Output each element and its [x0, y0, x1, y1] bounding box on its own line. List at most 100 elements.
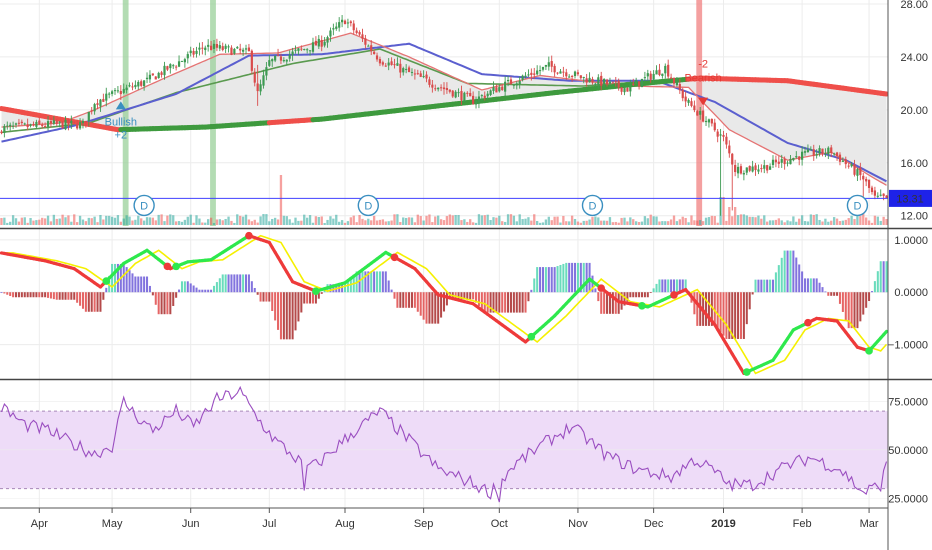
candle-body-297 — [865, 178, 868, 182]
volume-bar-134 — [390, 220, 393, 225]
volume-bar-38 — [110, 216, 114, 225]
volume-bar-136 — [396, 214, 399, 225]
candle-body-116 — [338, 22, 341, 28]
osc-hist-132 — [384, 271, 387, 293]
volume-bar-143 — [416, 214, 419, 225]
osc-hist-248 — [722, 292, 725, 336]
volume-bar-46 — [134, 219, 137, 225]
volume-bar-111 — [323, 222, 326, 225]
candle-body-3 — [9, 124, 12, 127]
osc-hist-231 — [672, 279, 676, 293]
candle-body-207 — [603, 78, 606, 86]
osc-cross-298 — [865, 347, 873, 355]
event-markers[interactable]: D D D D Bullish+2 -2 Bearish — [105, 59, 869, 217]
volume-bar-197 — [573, 218, 577, 225]
candle-body-93 — [271, 59, 274, 62]
volume-bar-193 — [562, 215, 565, 225]
candle-body-293 — [853, 164, 856, 175]
x-tick-6: Oct — [491, 518, 508, 530]
osc-hist-160 — [466, 292, 469, 300]
bearish-arrow — [698, 97, 709, 106]
osc-hist-126 — [367, 271, 370, 293]
volume-bar-237 — [690, 215, 693, 225]
candle-body-216 — [629, 84, 632, 92]
osc-hist-159 — [463, 292, 466, 300]
volume-bar-93 — [271, 218, 274, 225]
volume-bar-290 — [844, 219, 847, 225]
candle-body-102 — [297, 48, 300, 51]
volume-bar-45 — [131, 220, 134, 225]
osc-hist-11 — [32, 292, 35, 298]
candle-body-113 — [329, 30, 332, 37]
osc-hist-25 — [73, 292, 76, 300]
volume-bar-101 — [294, 217, 297, 225]
osc-hist-272 — [792, 250, 795, 293]
osc-hist-92 — [268, 292, 271, 302]
osc-hist-29 — [84, 292, 87, 312]
candle-body-119 — [346, 22, 350, 24]
candle-body-40 — [116, 90, 120, 92]
volume-bar-145 — [422, 220, 425, 225]
candle-body-302 — [879, 194, 882, 196]
dividend-marker-0 — [133, 194, 155, 217]
candle-body-178 — [518, 80, 521, 85]
candle-body-261 — [760, 168, 763, 170]
osc-cross-108 — [312, 287, 320, 295]
volume-bar-66 — [192, 222, 195, 225]
volume-bar-49 — [142, 220, 146, 225]
moving-averages — [0, 32, 890, 186]
candle-body-2 — [6, 125, 9, 127]
volume-bar-184 — [536, 221, 539, 225]
volume-bar-120 — [349, 217, 352, 225]
osc-hist-80 — [233, 274, 236, 293]
volume-bar-4 — [11, 215, 15, 225]
candle-body-237 — [690, 101, 693, 106]
candle-body-176 — [512, 84, 515, 86]
candle-body-42 — [122, 88, 125, 93]
volume-bar-71 — [207, 219, 210, 225]
candle-body-203 — [591, 78, 594, 83]
x-tick-11: Mar — [860, 518, 879, 530]
volume-bar-242 — [704, 217, 708, 225]
osc-hist-165 — [480, 292, 483, 310]
osc-hist-239 — [696, 292, 699, 326]
volume-bar-303 — [882, 216, 885, 225]
volume-bar-64 — [186, 216, 189, 225]
osc-hist-108 — [314, 292, 317, 304]
volume-bar-221 — [643, 216, 647, 225]
osc-hist-191 — [556, 266, 559, 293]
volume-bar-215 — [626, 221, 629, 225]
volume-bar-299 — [870, 222, 874, 225]
candle-body-54 — [157, 72, 160, 79]
osc-hist-86 — [250, 281, 253, 293]
candle-body-169 — [492, 87, 495, 91]
candle-body-128 — [373, 51, 376, 54]
volume-bar-175 — [509, 214, 513, 225]
candle-body-278 — [809, 149, 812, 151]
candle-body-74 — [215, 44, 219, 48]
candle-body-144 — [419, 73, 422, 77]
volume-bar-35 — [102, 219, 105, 225]
osc-hist-62 — [180, 281, 183, 293]
candle-body-265 — [771, 159, 775, 165]
candle-body-0 — [0, 131, 3, 134]
volume-bar-269 — [783, 222, 786, 225]
osc-hist-257 — [748, 292, 751, 310]
volume-bar-97 — [282, 215, 286, 225]
candle-body-165 — [480, 95, 483, 97]
candle-body-52 — [151, 73, 154, 76]
volume-bar-18 — [52, 214, 56, 225]
volume-bar-24 — [70, 221, 73, 225]
volume-bar-51 — [148, 217, 152, 225]
volume-bar-17 — [49, 221, 53, 225]
dividend-marker-label-3: D — [853, 200, 861, 212]
candle-body-270 — [786, 162, 789, 164]
osc-hist-184 — [536, 267, 539, 293]
osc-hist-299 — [870, 291, 874, 293]
volume-bar-23 — [67, 215, 70, 225]
candle-body-232 — [675, 82, 679, 86]
candle-body-172 — [501, 86, 504, 91]
osc-hist-186 — [541, 267, 545, 293]
candle-body-62 — [180, 60, 184, 62]
